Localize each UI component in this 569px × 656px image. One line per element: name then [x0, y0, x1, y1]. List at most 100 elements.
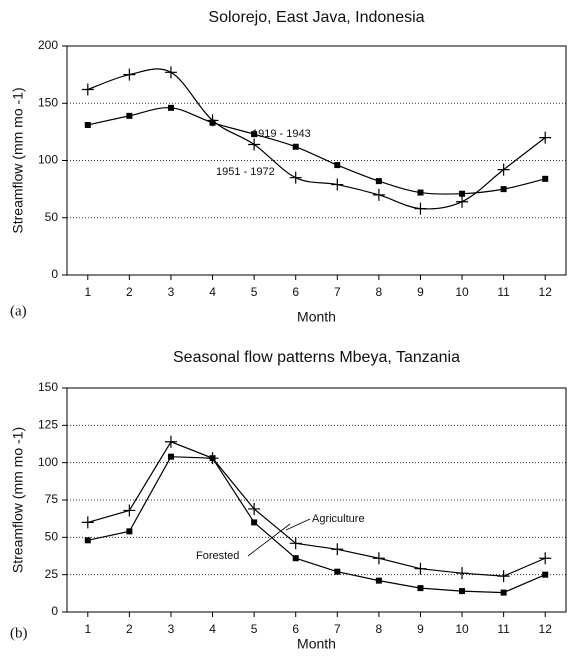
x-tick-label: 3 — [168, 622, 175, 636]
marker-square — [167, 104, 174, 111]
x-tick-label: 2 — [126, 622, 133, 636]
plot-frame — [66, 45, 567, 276]
marker-plus — [456, 567, 469, 580]
marker-square — [417, 189, 424, 196]
leader-line — [285, 518, 311, 531]
x-tick-label: 7 — [334, 285, 341, 299]
chart-title: Solorejo, East Java, Indonesia — [208, 9, 424, 26]
marker-square — [417, 585, 424, 592]
y-tick-label: 100 — [38, 455, 58, 469]
y-axis-label: Streamflow (mm mo -1) — [10, 427, 26, 573]
marker-plus — [497, 570, 510, 583]
marker-square — [126, 112, 133, 119]
marker-plus — [539, 131, 552, 144]
marker-square — [542, 175, 549, 182]
marker-square — [459, 190, 466, 197]
x-axis-label: Month — [297, 309, 336, 325]
marker-plus — [81, 83, 94, 96]
marker-plus — [456, 195, 469, 208]
marker-plus — [123, 68, 136, 81]
x-tick-label: 2 — [126, 285, 133, 299]
x-tick-label: 12 — [539, 285, 553, 299]
marker-plus — [414, 202, 427, 215]
panel-label: (b) — [10, 625, 28, 641]
panel-label: (a) — [10, 303, 27, 319]
marker-square — [251, 519, 258, 526]
marker-plus — [539, 552, 552, 565]
marker-square — [292, 143, 299, 150]
marker-plus — [331, 178, 344, 191]
marker-plus — [372, 188, 385, 201]
marker-plus — [497, 163, 510, 176]
marker-plus — [81, 516, 94, 529]
marker-square — [167, 453, 174, 460]
marker-square — [375, 178, 382, 185]
chart-title: Seasonal flow patterns Mbeya, Tanzania — [173, 349, 460, 366]
marker-square — [84, 122, 91, 129]
x-tick-label: 11 — [497, 285, 510, 299]
x-tick-label: 12 — [539, 622, 553, 636]
y-tick-label: 125 — [38, 418, 58, 432]
x-tick-label: 8 — [376, 285, 383, 299]
y-tick-label: 200 — [38, 38, 58, 52]
marker-square — [84, 537, 91, 544]
x-tick-label: 5 — [251, 285, 258, 299]
marker-square — [251, 131, 258, 138]
x-axis-label: Month — [297, 636, 336, 652]
x-tick-label: 4 — [209, 622, 216, 636]
x-tick-label: 6 — [292, 622, 299, 636]
marker-square — [459, 588, 466, 595]
marker-square — [500, 589, 507, 596]
x-tick-label: 10 — [455, 285, 469, 299]
marker-plus — [206, 114, 219, 127]
marker-plus — [123, 504, 136, 517]
x-tick-label: 1 — [84, 622, 91, 636]
marker-square — [334, 568, 341, 575]
series-label: Forested — [196, 550, 239, 562]
y-axis-label: Streamflow (mm mo -1) — [10, 87, 26, 233]
plot-frame — [66, 387, 567, 613]
marker-plus — [164, 66, 177, 79]
series-label: 1919 - 1943 — [252, 128, 311, 140]
x-tick-label: 4 — [209, 285, 216, 299]
leader-line — [247, 523, 291, 557]
x-tick-label: 3 — [168, 285, 175, 299]
x-tick-label: 5 — [251, 622, 258, 636]
series-line — [87, 456, 546, 594]
y-tick-label: 0 — [51, 267, 58, 281]
marker-square — [334, 162, 341, 169]
x-tick-label: 6 — [292, 285, 299, 299]
y-tick-label: 50 — [45, 530, 59, 544]
series-line — [87, 107, 546, 195]
x-tick-label: 1 — [84, 285, 91, 299]
marker-plus — [248, 502, 261, 515]
x-tick-label: 8 — [376, 622, 383, 636]
y-tick-label: 25 — [45, 567, 59, 581]
marker-plus — [331, 543, 344, 556]
x-tick-label: 11 — [497, 622, 510, 636]
series-label: Agriculture — [312, 513, 365, 525]
marker-plus — [164, 435, 177, 448]
x-tick-label: 9 — [417, 622, 424, 636]
marker-square — [292, 555, 299, 562]
x-tick-label: 10 — [455, 622, 469, 636]
x-tick-label: 7 — [334, 622, 341, 636]
marker-square — [542, 571, 549, 578]
marker-plus — [372, 552, 385, 565]
y-tick-label: 50 — [45, 210, 59, 224]
marker-plus — [289, 171, 302, 184]
y-tick-label: 150 — [38, 380, 58, 394]
y-tick-label: 100 — [38, 153, 58, 167]
x-tick-label: 9 — [417, 285, 424, 299]
marker-square — [126, 528, 133, 535]
marker-square — [500, 186, 507, 193]
series-label: 1951 - 1972 — [216, 166, 275, 178]
marker-plus — [206, 452, 219, 465]
y-tick-label: 75 — [45, 492, 59, 506]
y-tick-label: 0 — [51, 604, 58, 618]
marker-plus — [414, 562, 427, 575]
y-tick-label: 150 — [38, 95, 58, 109]
marker-square — [375, 577, 382, 584]
marker-plus — [248, 138, 261, 151]
